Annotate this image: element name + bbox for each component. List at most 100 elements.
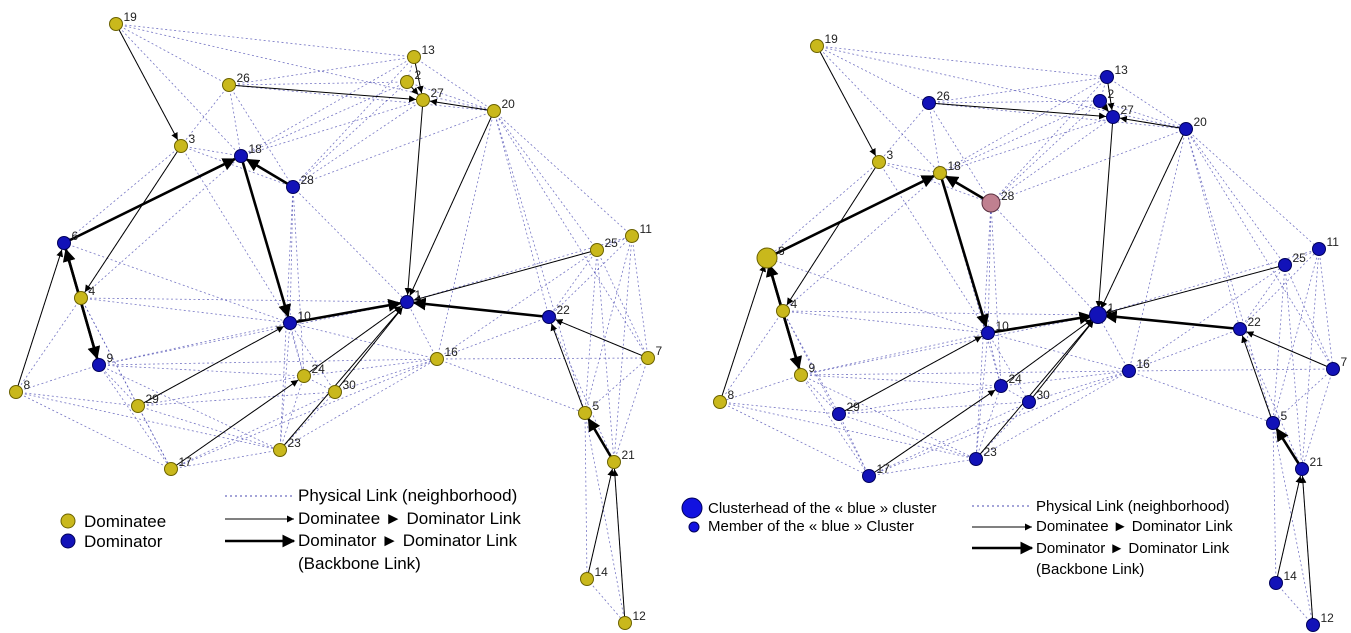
- right-physical-link-20-28: [990, 128, 1187, 204]
- right-dominatee-link-17-24: [868, 389, 996, 477]
- right-dominatee-link-25-1: [1104, 264, 1286, 315]
- left-physical-link-22-11: [548, 235, 633, 318]
- right-physical-link-19-18: [816, 45, 941, 174]
- left-node-20-label: 20: [502, 97, 516, 111]
- right-node-17: 17: [862, 462, 890, 483]
- right-physical-link-10-30: [987, 332, 1030, 403]
- left-node-2: 2: [400, 68, 422, 89]
- right-node-22-marker: [1233, 322, 1247, 336]
- right-physical-link-20-5: [1185, 128, 1274, 424]
- right-dominatee-link-8-6: [719, 264, 766, 403]
- right-node-20-marker: [1179, 122, 1193, 136]
- left-node-8: 8: [9, 378, 31, 399]
- right-backbone-link-6-18: [766, 174, 935, 260]
- left-physical-link-29-24: [137, 375, 305, 407]
- right-backbone-link-22-1: [1103, 310, 1241, 331]
- left-physical-link-4-17: [80, 297, 172, 470]
- right-physical-link-11-7: [1318, 248, 1334, 370]
- right-dominatee-link-26-27: [928, 102, 1107, 120]
- left-node-27-marker: [416, 93, 430, 107]
- right-physical-link-20-7: [1185, 128, 1334, 370]
- right-node-24: 24: [994, 372, 1022, 393]
- left-physical-link-17-16: [170, 358, 438, 470]
- left-dominatee-link-5-22: [550, 323, 586, 414]
- right-node-12-marker: [1306, 618, 1320, 632]
- right-dominatee-link-5-22: [1241, 335, 1274, 424]
- legend-clusterhead-label: Clusterhead of the « blue » cluster: [708, 500, 936, 517]
- left-node-9-marker: [92, 358, 106, 372]
- legend-backbone-note: (Backbone Link): [298, 554, 421, 573]
- left-physical-link-16-25: [436, 249, 598, 360]
- left-node-25-marker: [590, 243, 604, 257]
- left-dominatee-link-20-1: [409, 110, 495, 296]
- left-node-26-label: 26: [237, 71, 251, 85]
- right-physical-link-8-23: [719, 401, 977, 460]
- right-node-29: 29: [832, 400, 861, 421]
- left-node-26-marker: [222, 78, 236, 92]
- right-node-1-label: 1: [1108, 301, 1115, 315]
- left-physical-link-9-29: [98, 364, 139, 407]
- left-node-5: 5: [578, 399, 600, 420]
- right-node-21-label: 21: [1310, 455, 1324, 469]
- legend-backbone-link-label-r: Dominator ► Dominator Link: [1036, 540, 1230, 557]
- left-physical-link-27-18: [240, 99, 424, 157]
- left-node-19-marker: [109, 17, 123, 31]
- left-node-29: 29: [131, 392, 159, 413]
- left-legend: Dominatee Dominator Physical Link (neigh…: [60, 486, 521, 573]
- right-physical-link-3-18: [878, 161, 941, 174]
- left-physical-link-13-18: [240, 56, 415, 157]
- left-node-2-marker: [400, 75, 414, 89]
- left-node-21-label: 21: [622, 448, 636, 462]
- right-physical-link-26-18: [928, 102, 941, 174]
- left-node-14-label: 14: [595, 565, 609, 579]
- right-dominatee-link-7-22: [1246, 331, 1334, 370]
- left-physical-link-5-14: [584, 412, 588, 580]
- left-dominatee-link-3-4: [84, 145, 182, 293]
- left-physical-link-2-18: [240, 81, 408, 157]
- left-node-10-label: 10: [298, 309, 312, 323]
- right-node-30-marker: [1022, 395, 1036, 409]
- left-node-10: 10: [283, 309, 312, 330]
- right-physical-link-6-10: [766, 257, 989, 334]
- left-backbone-link-6-18: [63, 157, 236, 245]
- left-node-7: 7: [641, 344, 663, 365]
- left-node-13-marker: [407, 50, 421, 64]
- right-node-27: 27: [1106, 103, 1134, 124]
- left-dominatee-link-26-27: [228, 84, 417, 103]
- left-node-23: 23: [273, 436, 301, 457]
- left-dominatee-link-17-24: [170, 379, 299, 470]
- right-node-29-label: 29: [847, 400, 861, 414]
- legend-member-label: Member of the « blue » Cluster: [708, 518, 914, 535]
- left-physical-link-26-18: [228, 84, 242, 157]
- right-physical-link-4-1: [782, 310, 1099, 316]
- right-physical-link-20-11: [1185, 128, 1320, 250]
- right-physical-link-29-23: [838, 413, 977, 460]
- left-dominatee-link-29-10: [137, 325, 285, 407]
- left-dominatee-link-8-6: [15, 249, 64, 393]
- right-node-3-label: 3: [887, 148, 894, 162]
- right-physical-link-17-30: [868, 401, 1030, 477]
- left-physical-link-16-5: [436, 358, 586, 414]
- right-physical-link-8-17: [719, 401, 870, 477]
- right-node-26: 26: [922, 89, 950, 110]
- left-physical-link-9-23: [98, 364, 281, 451]
- left-node-16-label: 16: [445, 345, 459, 359]
- right-physical-link-29-24: [838, 385, 1002, 415]
- legend-backbone-note-r: (Backbone Link): [1036, 561, 1144, 578]
- left-node-21-marker: [607, 455, 621, 469]
- right-node-16-marker: [1122, 364, 1136, 378]
- left-node-10-marker: [283, 316, 297, 330]
- right-physical-link-25-7: [1284, 264, 1334, 370]
- left-physical-link-20-22: [493, 110, 550, 318]
- right-physical-link-26-20: [928, 102, 1187, 130]
- left-physical-link-22-21: [548, 316, 615, 463]
- legend-physical-link-label: Physical Link (neighborhood): [298, 486, 517, 505]
- right-physical-link-9-16: [800, 370, 1130, 376]
- right-physical-link-28-10: [987, 202, 992, 334]
- right-node-28-label: 28: [1001, 189, 1015, 203]
- left-dominatee-link-24-1: [303, 305, 402, 377]
- left-node-4: 4: [74, 284, 96, 305]
- right-physical-link-27-18: [939, 116, 1114, 174]
- right-physical-link-9-8: [719, 374, 802, 403]
- right-node-10-label: 10: [996, 319, 1010, 333]
